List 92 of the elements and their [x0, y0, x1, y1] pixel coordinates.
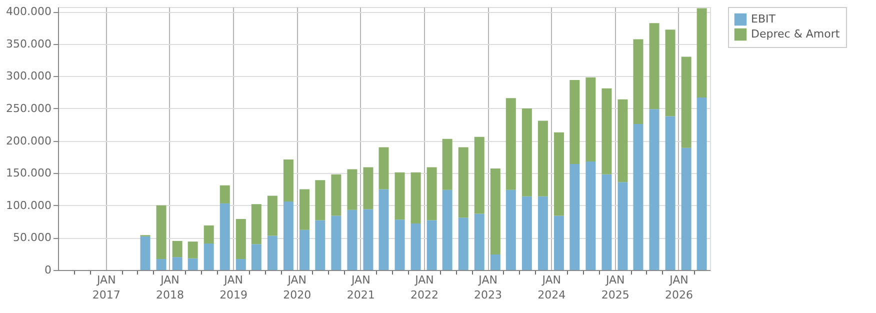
- bar: [696, 8, 707, 98]
- bar: [474, 214, 484, 270]
- y-tick-label: 200.000: [6, 134, 52, 148]
- bar: [156, 205, 166, 260]
- bar: [331, 174, 342, 216]
- bar: [602, 88, 612, 174]
- x-tick-label: JAN 2024: [538, 274, 566, 302]
- x-tick-label: JAN 2019: [220, 274, 248, 302]
- bar: [506, 190, 516, 270]
- bar: [681, 148, 692, 270]
- bar: [204, 244, 214, 270]
- bar: [394, 172, 405, 220]
- x-tick-label: JAN 2022: [410, 274, 438, 302]
- bar: [410, 223, 421, 270]
- bar: [554, 216, 564, 270]
- bar: [458, 147, 468, 218]
- y-tick-label: 350.000: [6, 37, 52, 50]
- bar: [649, 109, 660, 270]
- bar: [363, 167, 374, 210]
- bar: [586, 77, 596, 162]
- bar: [378, 147, 389, 190]
- bar: [347, 210, 358, 270]
- bar: [267, 196, 278, 236]
- bar: [188, 242, 198, 258]
- legend-label: EBIT: [751, 12, 776, 26]
- bar: [363, 209, 374, 270]
- y-tick-label: 150.000: [6, 166, 52, 180]
- bar: [220, 185, 230, 204]
- bar: [442, 190, 452, 270]
- bar: [299, 230, 310, 270]
- bar: [251, 244, 262, 270]
- bar: [378, 189, 389, 270]
- bar: [283, 202, 294, 270]
- bar: [236, 259, 246, 270]
- bar: [426, 167, 437, 220]
- bar: [602, 174, 612, 270]
- y-tick-label: 50.000: [13, 231, 52, 244]
- bar: [696, 97, 707, 270]
- bar: [633, 39, 644, 124]
- bar: [267, 236, 278, 270]
- bar: [490, 168, 500, 254]
- y-tick-label: 100.000: [6, 198, 52, 212]
- y-tick-label: 400.000: [6, 5, 52, 18]
- bar: [554, 132, 564, 216]
- bar: [649, 23, 660, 110]
- bar: [251, 204, 262, 244]
- y-tick-label: 250.000: [6, 102, 52, 115]
- bar: [394, 220, 405, 270]
- bar: [156, 259, 166, 270]
- legend-label: Deprec & Amort: [751, 28, 840, 40]
- bar: [188, 258, 198, 270]
- bar: [331, 216, 342, 270]
- bar: [618, 99, 628, 182]
- bar: [474, 136, 484, 214]
- x-tick-label: JAN 2023: [474, 274, 502, 302]
- bar: [236, 218, 246, 260]
- bar: [522, 196, 532, 270]
- x-tick-label: JAN 2017: [92, 274, 120, 302]
- x-tick-label: JAN 2025: [601, 274, 630, 302]
- bar: [665, 30, 676, 116]
- bar: [220, 203, 230, 270]
- bar: [442, 138, 452, 190]
- bar: [570, 164, 580, 270]
- bar: [172, 240, 182, 258]
- bar: [426, 220, 437, 270]
- x-tick-label: JAN 2018: [156, 274, 184, 302]
- bar: [681, 56, 692, 148]
- y-tick-label: 300.000: [6, 70, 52, 83]
- bar: [538, 120, 548, 196]
- bar: [458, 218, 468, 270]
- bar: [315, 180, 326, 220]
- bar: [315, 220, 326, 270]
- bar: [172, 257, 182, 270]
- x-tick-label: JAN 2021: [346, 274, 375, 302]
- bar: [570, 80, 580, 164]
- bar: [633, 124, 644, 270]
- bar: [299, 189, 310, 230]
- bar: [140, 236, 150, 270]
- bar: [204, 225, 214, 244]
- bar: [522, 108, 532, 196]
- bar: [347, 169, 358, 210]
- bar: [506, 98, 516, 190]
- bar: [538, 196, 548, 270]
- bar: [618, 182, 628, 270]
- bar: [490, 254, 500, 270]
- bar: [586, 161, 596, 270]
- bar: [283, 160, 294, 202]
- bar: [410, 172, 421, 224]
- x-tick-label: JAN 2020: [283, 274, 312, 302]
- y-tick-label: 0: [44, 264, 52, 276]
- x-tick-label: JAN 2026: [664, 274, 693, 302]
- bar: [665, 116, 676, 270]
